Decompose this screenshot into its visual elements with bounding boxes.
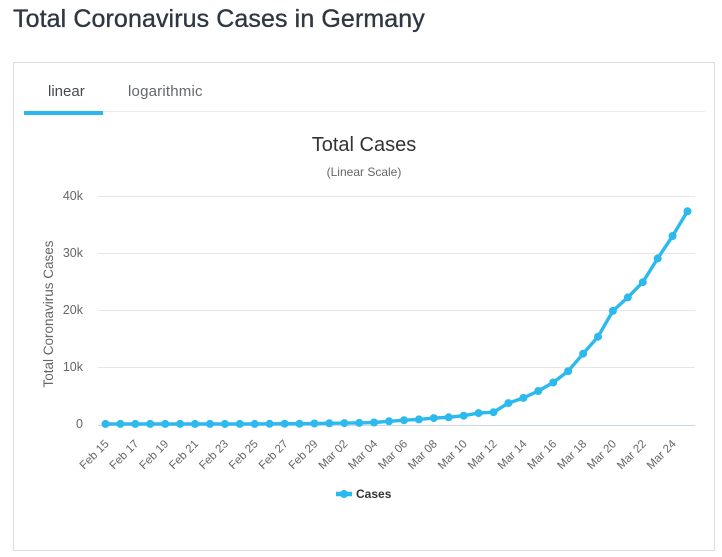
svg-text:Mar 22: Mar 22 xyxy=(615,438,649,472)
svg-text:Total Cases: Total Cases xyxy=(312,134,417,156)
svg-text:Feb 17: Feb 17 xyxy=(108,438,142,472)
svg-text:Mar 24: Mar 24 xyxy=(645,438,679,472)
svg-text:Feb 21: Feb 21 xyxy=(167,438,201,472)
svg-text:Cases: Cases xyxy=(356,487,392,501)
svg-text:Mar 02: Mar 02 xyxy=(317,438,351,472)
svg-text:Feb 29: Feb 29 xyxy=(287,438,321,472)
svg-text:Mar 20: Mar 20 xyxy=(585,438,619,472)
svg-text:Mar 14: Mar 14 xyxy=(496,438,530,472)
svg-text:Total Coronavirus Cases: Total Coronavirus Cases xyxy=(41,240,56,387)
svg-text:Mar 16: Mar 16 xyxy=(526,438,560,472)
svg-text:Mar 10: Mar 10 xyxy=(436,438,470,472)
svg-text:40k: 40k xyxy=(63,189,84,203)
svg-text:20k: 20k xyxy=(63,303,84,317)
svg-text:0: 0 xyxy=(76,417,83,431)
svg-text:Mar 12: Mar 12 xyxy=(466,438,500,472)
svg-text:Feb 19: Feb 19 xyxy=(138,438,172,472)
svg-text:Feb 27: Feb 27 xyxy=(257,438,291,472)
svg-text:Mar 18: Mar 18 xyxy=(555,438,589,472)
svg-text:Mar 04: Mar 04 xyxy=(346,438,380,472)
svg-text:Mar 08: Mar 08 xyxy=(406,438,440,472)
svg-text:Feb 23: Feb 23 xyxy=(197,438,231,472)
svg-text:30k: 30k xyxy=(63,246,84,260)
svg-text:10k: 10k xyxy=(63,360,84,374)
svg-text:Feb 25: Feb 25 xyxy=(227,438,261,472)
svg-text:Mar 06: Mar 06 xyxy=(376,438,410,472)
svg-text:(Linear Scale): (Linear Scale) xyxy=(327,165,402,179)
svg-text:Feb 15: Feb 15 xyxy=(78,438,112,472)
